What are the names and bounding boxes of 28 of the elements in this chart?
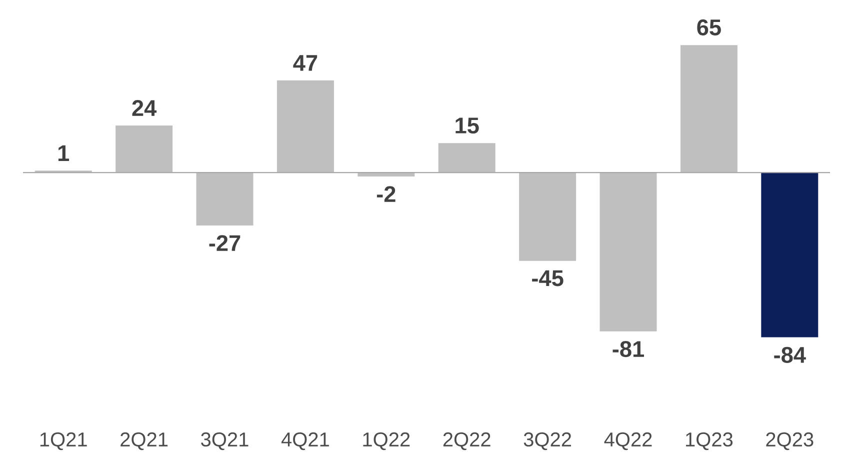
x-tick-label: 4Q22 bbox=[604, 432, 652, 450]
bar bbox=[680, 45, 738, 173]
x-tick-label: 3Q21 bbox=[201, 432, 248, 450]
bar bbox=[761, 172, 818, 338]
data-label: 1 bbox=[58, 145, 70, 161]
x-tick-label: 1Q22 bbox=[363, 432, 410, 450]
x-tick-label: 4Q21 bbox=[281, 432, 329, 450]
bar bbox=[276, 80, 334, 173]
x-tick-label: 1Q21 bbox=[40, 432, 87, 450]
data-label: -84 bbox=[774, 346, 806, 363]
data-label: -27 bbox=[209, 235, 240, 251]
bar bbox=[116, 125, 173, 173]
data-label: -81 bbox=[612, 341, 644, 358]
x-tick-label: 3Q22 bbox=[524, 432, 572, 450]
data-label: 47 bbox=[293, 55, 318, 71]
x-tick-label: 1Q23 bbox=[686, 432, 733, 450]
data-label: 15 bbox=[456, 118, 479, 134]
x-tick-label: 2Q23 bbox=[766, 432, 814, 450]
x-tick-label: 2Q21 bbox=[120, 432, 168, 450]
bar bbox=[519, 172, 576, 261]
data-label: -45 bbox=[532, 270, 564, 286]
bar bbox=[196, 172, 254, 226]
bar bbox=[600, 172, 657, 332]
bar bbox=[438, 143, 496, 173]
data-label: 24 bbox=[132, 100, 157, 116]
x-tick-label: 2Q22 bbox=[443, 432, 490, 450]
data-label: 65 bbox=[697, 19, 721, 36]
data-label: -2 bbox=[376, 186, 396, 202]
